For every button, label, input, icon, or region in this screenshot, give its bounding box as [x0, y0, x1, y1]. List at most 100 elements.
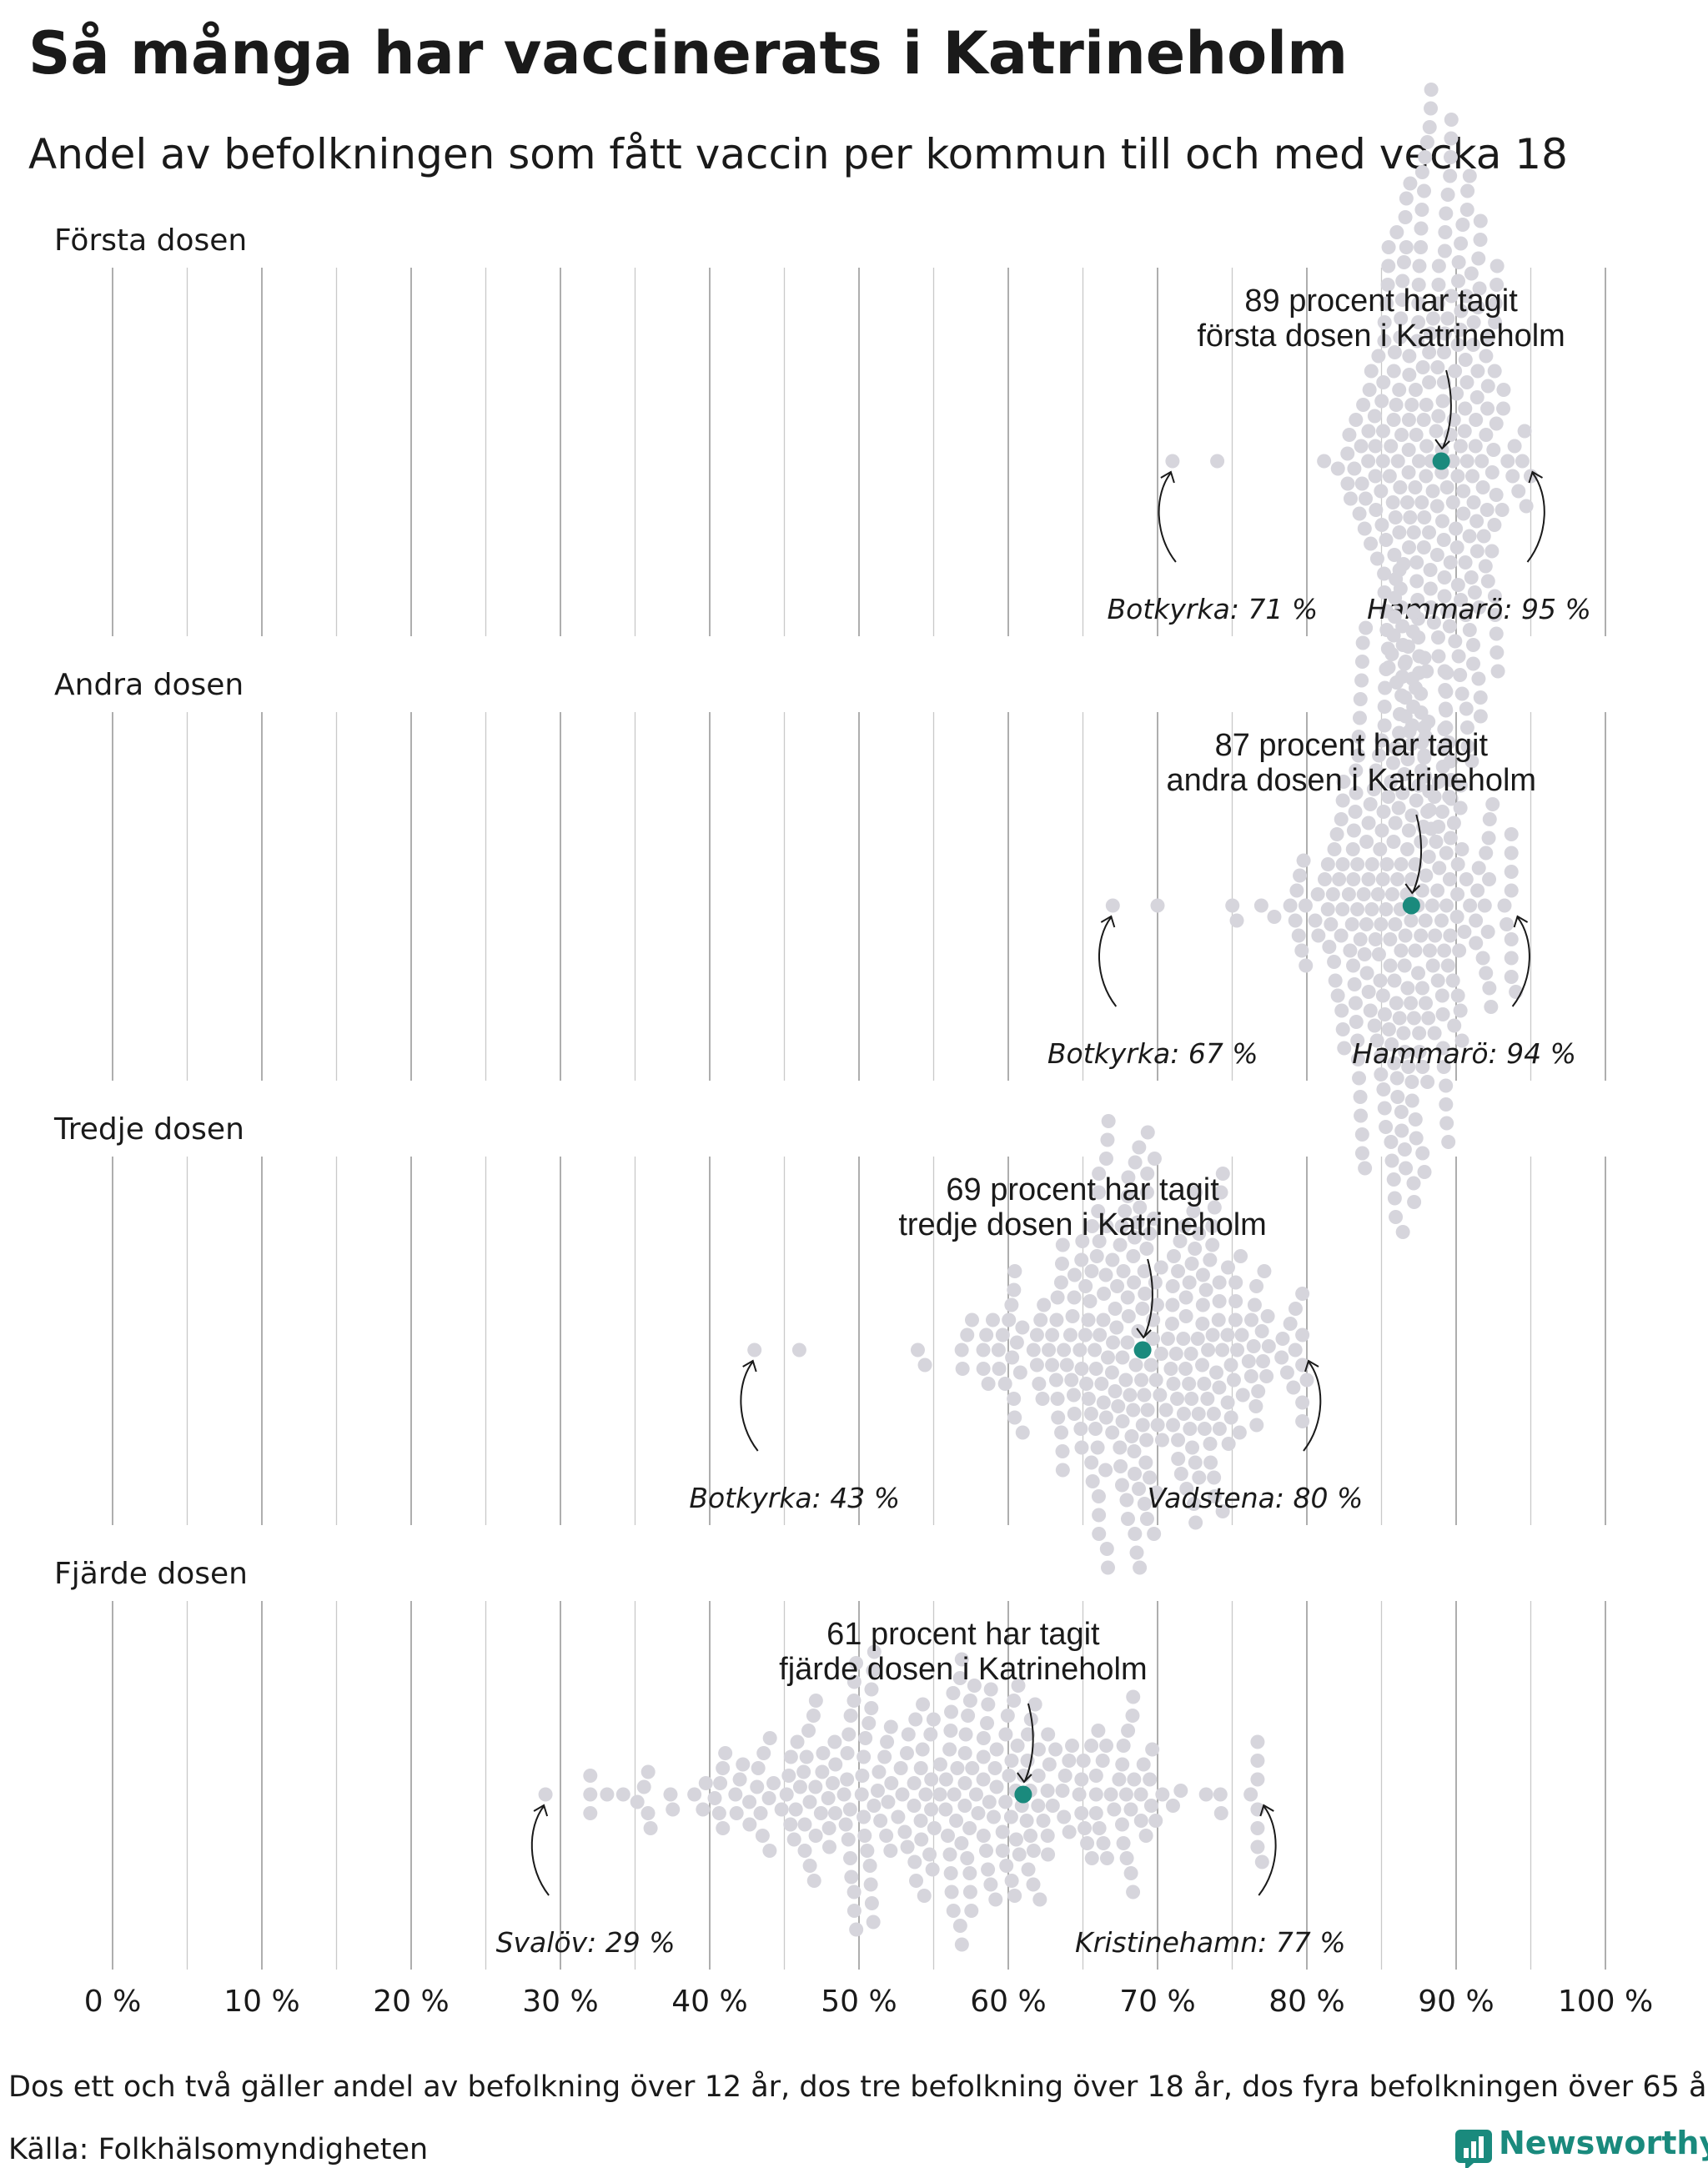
data-point	[1055, 1237, 1070, 1252]
data-point	[1480, 330, 1495, 344]
data-point	[1488, 315, 1503, 329]
data-point	[846, 1884, 862, 1900]
data-point	[1184, 1392, 1199, 1406]
data-point	[1067, 1290, 1082, 1305]
data-point	[1320, 857, 1335, 871]
data-point	[1334, 1003, 1349, 1018]
data-point	[1416, 540, 1431, 555]
data-point	[1439, 703, 1454, 718]
data-point	[1188, 1185, 1203, 1200]
data-point	[1400, 495, 1415, 509]
data-point	[1205, 1327, 1220, 1342]
data-point	[1249, 1279, 1264, 1293]
data-point	[1371, 748, 1386, 763]
data-point	[1145, 1742, 1160, 1757]
data-point	[1440, 311, 1455, 326]
data-point	[1422, 943, 1437, 958]
data-point	[1096, 1312, 1111, 1327]
data-point	[1062, 1754, 1077, 1768]
data-point	[985, 1312, 1000, 1327]
data-point	[1417, 183, 1432, 198]
data-point	[1200, 1392, 1215, 1406]
data-point	[1007, 1410, 1022, 1425]
data-point	[1469, 936, 1484, 951]
data-point	[1453, 668, 1468, 682]
data-point	[797, 1844, 812, 1858]
dots	[1105, 557, 1524, 1239]
data-point	[893, 1761, 908, 1775]
data-point	[1443, 928, 1458, 943]
data-point	[1342, 428, 1357, 442]
data-point	[1127, 1772, 1142, 1787]
data-point	[1188, 1515, 1203, 1530]
data-point	[1184, 1257, 1199, 1271]
data-point	[1460, 183, 1475, 198]
data-point	[600, 1787, 615, 1802]
data-point	[964, 1312, 979, 1327]
data-point	[1359, 917, 1374, 931]
data-point	[1405, 625, 1420, 639]
data-point	[1471, 671, 1486, 686]
callout-line-2: tredje dosen i Katrineholm	[898, 1207, 1266, 1242]
data-point	[1427, 790, 1442, 804]
data-point	[1042, 1757, 1057, 1772]
data-point	[862, 1716, 877, 1730]
data-point	[1066, 1388, 1081, 1403]
data-point	[1275, 1332, 1290, 1346]
data-point	[1403, 176, 1418, 191]
data-point	[1350, 1052, 1365, 1066]
data-point	[1378, 680, 1393, 695]
data-point	[1031, 1769, 1046, 1783]
data-point	[1126, 1689, 1141, 1704]
data-point	[1114, 1478, 1129, 1493]
data-point	[1376, 1082, 1391, 1097]
arrow-head	[1160, 470, 1175, 484]
data-point	[986, 1809, 1001, 1824]
data-point	[636, 1779, 651, 1794]
data-point	[1455, 218, 1470, 232]
data-point	[1171, 1452, 1186, 1466]
data-point	[1392, 383, 1407, 397]
data-point	[955, 1362, 970, 1376]
data-point	[1375, 454, 1390, 469]
data-point	[1054, 1425, 1069, 1440]
data-point	[1212, 1275, 1227, 1290]
data-point	[941, 1829, 956, 1843]
data-point	[1215, 1167, 1230, 1181]
data-point	[1357, 521, 1372, 536]
data-point	[1387, 610, 1402, 624]
data-point	[762, 1731, 777, 1745]
data-point	[583, 1806, 598, 1820]
data-point	[1135, 1302, 1150, 1316]
data-point	[1143, 1799, 1158, 1813]
data-point	[1500, 917, 1515, 931]
data-point	[1223, 1410, 1238, 1425]
data-point	[1221, 1437, 1236, 1451]
data-point	[1490, 664, 1505, 679]
data-point	[1430, 883, 1445, 898]
data-point	[1354, 476, 1369, 491]
data-point	[1386, 413, 1401, 427]
data-point	[1118, 1204, 1133, 1218]
data-point	[1012, 1847, 1027, 1862]
data-point	[1394, 943, 1409, 958]
data-point	[1467, 585, 1482, 600]
data-point	[1504, 865, 1519, 879]
data-point	[1480, 574, 1495, 589]
data-point	[879, 1829, 894, 1843]
data-point	[1089, 1249, 1104, 1263]
data-point	[1376, 375, 1391, 389]
data-point	[1484, 465, 1500, 479]
data-point	[796, 1764, 811, 1779]
data-point	[1374, 518, 1389, 532]
data-point	[1426, 615, 1441, 630]
data-point	[1451, 255, 1466, 269]
data-point	[1404, 996, 1419, 1011]
data-point	[1411, 778, 1426, 793]
data-point	[942, 1742, 957, 1757]
data-point	[1409, 555, 1424, 570]
data-point	[1507, 439, 1522, 454]
data-point	[1404, 398, 1419, 412]
data-point	[926, 1712, 941, 1727]
